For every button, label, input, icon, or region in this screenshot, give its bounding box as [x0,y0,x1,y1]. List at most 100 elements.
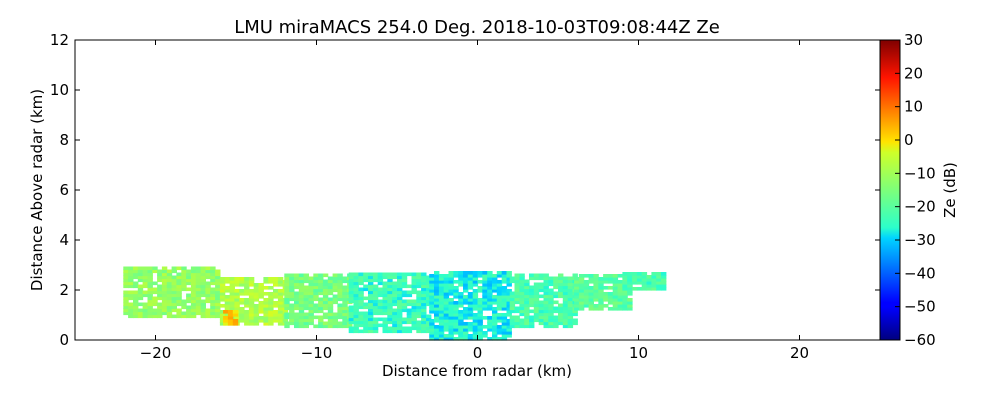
echo-cell [368,308,374,313]
echo-cell [161,305,168,310]
echo-cell [467,298,474,302]
echo-cell [263,319,269,323]
echo-cell [411,314,417,319]
echo-cell [467,295,474,299]
echo-cell [353,281,359,286]
echo-cell [416,305,422,310]
echo-cell [152,269,158,274]
echo-cell [438,313,445,317]
echo-cell [342,276,348,281]
echo-cell [509,306,516,311]
echo-cell [392,281,398,286]
echo-cell [227,313,234,317]
echo-cell [538,321,545,326]
echo-cell [234,289,240,293]
x-tick-label: 0 [473,344,483,362]
echo-cell [161,281,168,286]
echo-cell [661,284,667,288]
echo-cell [397,296,403,301]
echo-cell [205,290,211,295]
echo-cell [368,323,374,328]
echo-cell [382,326,388,331]
echo-cell [397,290,403,295]
echo-cell [277,313,284,317]
echo-cell [506,292,512,296]
echo-cell [501,331,508,335]
echo-cell [372,320,379,325]
echo-cell [438,322,445,326]
echo-cell [548,282,554,287]
echo-cell [128,269,134,274]
echo-cell [429,334,435,338]
echo-cell [298,318,305,323]
echo-cell [458,337,464,341]
echo-cell [543,312,549,317]
echo-cell [190,305,197,310]
echo-cell [303,315,309,320]
echo-cell [434,307,440,311]
echo-cell [519,273,525,278]
echo-cell [651,287,657,291]
echo-cell [166,311,173,316]
echo-cell [506,331,512,335]
echo-cell [519,291,525,296]
echo-cell [123,299,129,304]
echo-cell [348,293,355,298]
echo-cell [268,277,274,281]
echo-cell [598,277,604,281]
echo-cell [524,309,530,314]
echo-cell [318,288,324,293]
echo-cell [128,275,134,280]
echo-cell [161,278,168,283]
echo-cell [147,296,153,301]
echo-cell [519,294,525,299]
echo-cell [477,304,483,308]
echo-cell [186,269,192,274]
echo-cell [298,300,305,305]
echo-cell [277,277,284,281]
echo-cell [607,274,614,278]
echo-cell [467,271,474,275]
echo-cell [303,324,309,329]
echo-cell [603,295,609,299]
echo-cell [258,283,264,287]
echo-cell [543,321,549,326]
echo-cell [656,275,662,279]
echo-cell [298,282,305,287]
echo-cell [195,266,202,271]
echo-cell [401,302,408,307]
echo-cell [477,310,483,314]
echo-cell [411,275,417,280]
echo-cell [492,280,498,284]
echo-cell [496,295,503,299]
echo-cell [186,311,192,316]
echo-cell [392,320,398,325]
echo-cell [298,285,305,290]
echo-cell [200,293,206,298]
echo-cell [529,309,535,314]
echo-cell [382,329,388,334]
echo-cell [492,295,498,299]
echo-cell [353,314,359,319]
echo-cell [558,273,564,278]
echo-cell [273,292,279,296]
echo-cell [548,324,554,329]
echo-cell [529,318,535,323]
echo-cell [514,294,520,299]
echo-cell [377,302,384,307]
echo-cell [284,294,290,299]
echo-cell [567,303,574,308]
echo-cell [353,308,359,313]
echo-cell [377,308,384,313]
echo-cell [553,300,559,305]
echo-cell [646,278,652,282]
echo-cell [529,273,535,278]
echo-cell [543,276,549,281]
echo-cell [223,316,229,320]
echo-cell [289,303,295,308]
echo-cell [472,304,479,308]
echo-cell [514,276,520,281]
echo-cell [492,289,498,293]
echo-cell [195,308,202,313]
echo-cell [313,291,319,296]
